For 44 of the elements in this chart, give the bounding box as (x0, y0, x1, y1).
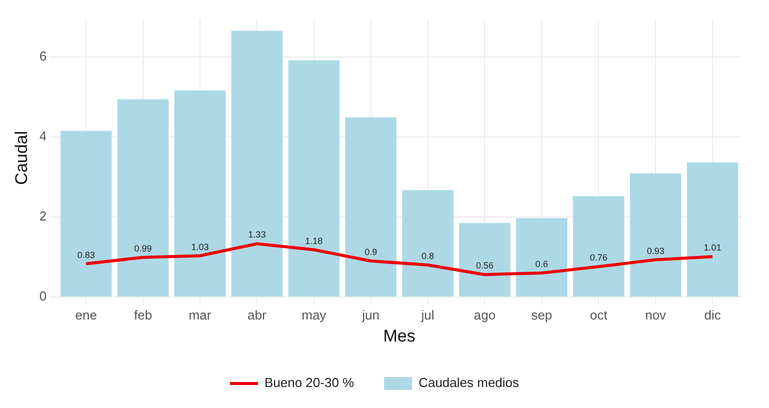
bar (459, 222, 510, 296)
y-tick-label: 4 (39, 128, 47, 144)
bar (288, 60, 340, 296)
bar (686, 162, 738, 296)
data-label: 1.01 (704, 242, 722, 253)
x-tick-label: ago (474, 307, 496, 322)
x-tick-label: jun (361, 307, 380, 322)
data-label: 0.83 (77, 250, 95, 260)
data-label: 1.33 (248, 230, 266, 240)
x-tick-label: abr (248, 307, 268, 322)
data-label: 0.9 (364, 246, 378, 257)
x-tick-label: jul (420, 307, 434, 322)
y-tick-label: 0 (39, 288, 47, 304)
data-label: 0.99 (134, 243, 152, 254)
data-label: 0.76 (590, 252, 608, 263)
bar (573, 196, 624, 296)
bar (630, 173, 682, 296)
data-label: 0.8 (422, 250, 434, 261)
legend-label: Bueno 20-30 % (264, 375, 355, 390)
x-tick-label: oct (590, 307, 608, 322)
data-label: 1.03 (191, 242, 209, 252)
bar (174, 90, 226, 296)
x-tick-label: sep (531, 307, 552, 322)
bar (231, 30, 283, 296)
data-label: 0.93 (646, 246, 664, 256)
x-tick-label: dic (704, 307, 722, 322)
x-tick-label: feb (134, 307, 152, 322)
bar (516, 218, 568, 296)
y-tick-label: 2 (39, 208, 47, 224)
x-tick-label: mar (188, 307, 212, 322)
data-label: 0.56 (476, 260, 494, 271)
y-tick-label: 6 (39, 48, 47, 64)
y-axis-title: Caudal (12, 130, 31, 185)
x-tick-label: nov (645, 307, 667, 322)
data-label: 1.18 (305, 236, 323, 246)
bar (345, 117, 396, 296)
bar (60, 130, 112, 296)
x-tick-label: may (302, 307, 327, 322)
bar (117, 99, 169, 296)
x-tick-label: ene (75, 307, 97, 322)
legend-label: Caudales medios (418, 375, 520, 390)
x-axis-title: Mes (383, 326, 416, 346)
bar (402, 190, 454, 296)
data-label: 0.6 (535, 258, 548, 269)
